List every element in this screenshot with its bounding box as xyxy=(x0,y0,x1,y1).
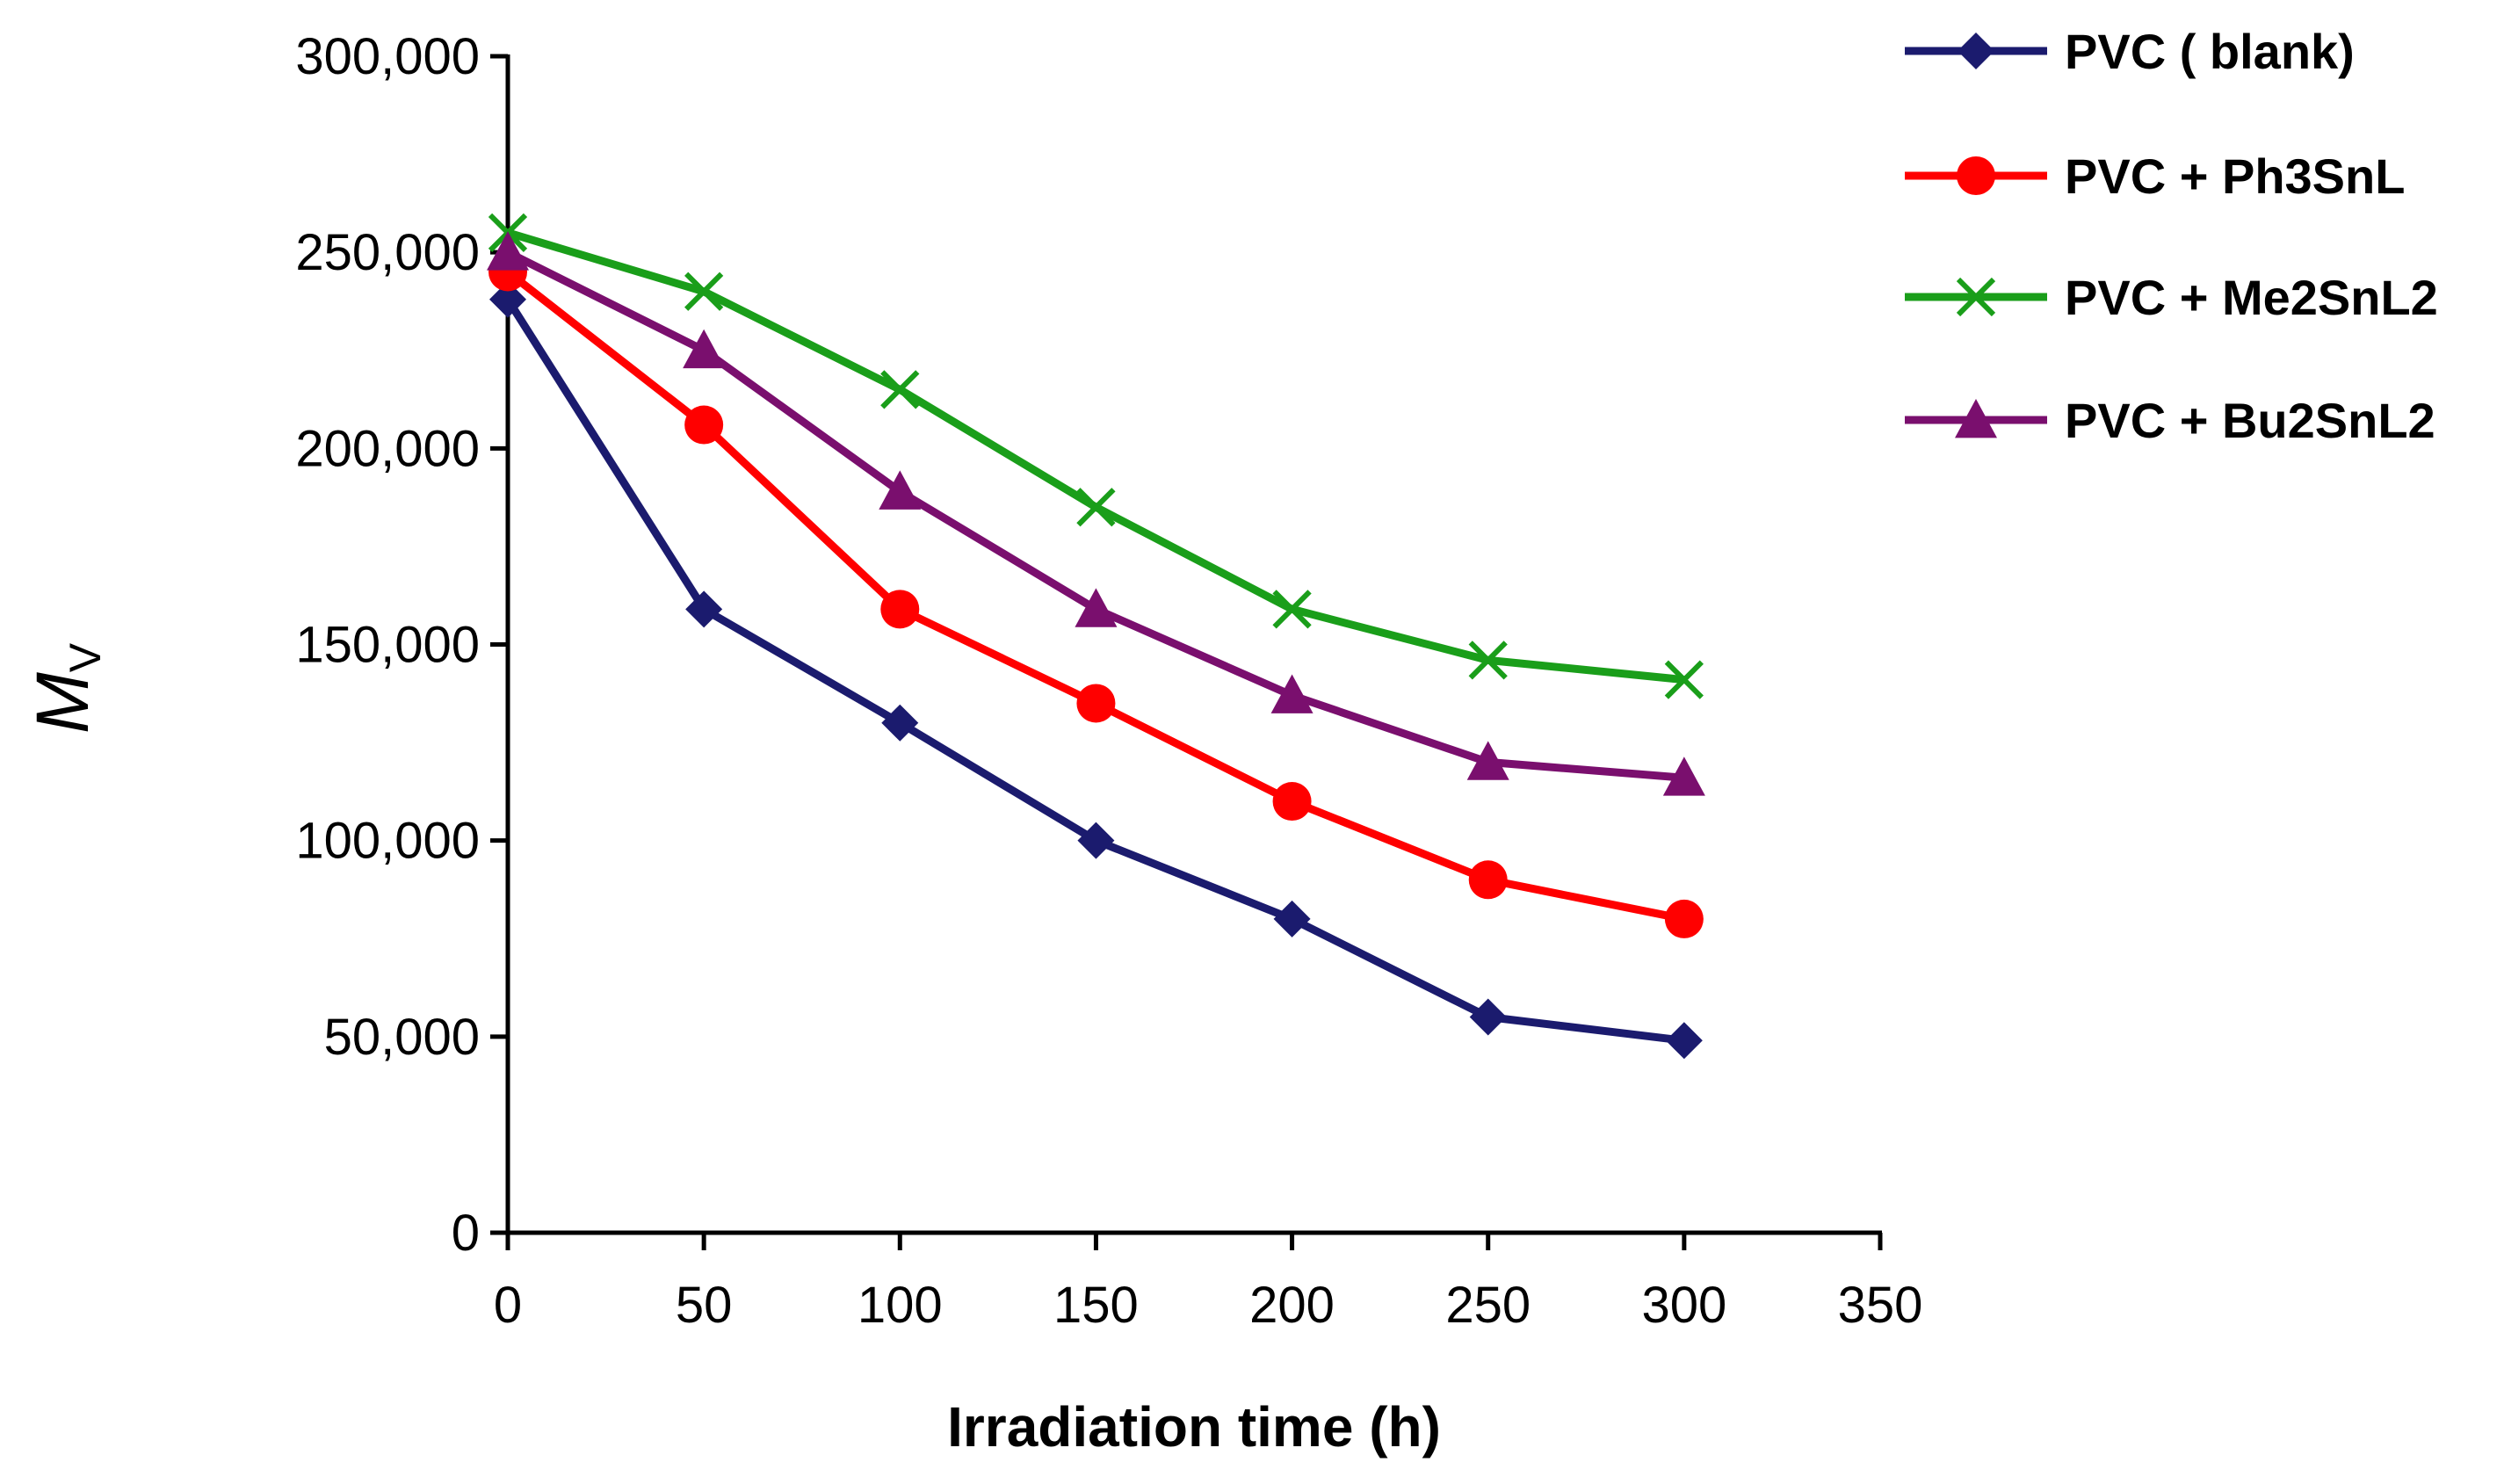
data-point xyxy=(880,370,920,409)
data-point xyxy=(1272,782,1312,822)
y-axis-title-main: M xyxy=(21,672,104,734)
x-tick-label: 0 xyxy=(494,1277,522,1334)
x-tick-label: 200 xyxy=(1249,1277,1335,1334)
data-point xyxy=(685,590,723,628)
data-point xyxy=(1468,860,1508,900)
axes xyxy=(505,54,1882,1235)
y-tick-label: 150,000 xyxy=(295,617,480,674)
data-point xyxy=(489,280,526,318)
data-point xyxy=(1077,822,1115,859)
x-tick-label: 250 xyxy=(1445,1277,1531,1334)
legend-item: PVC + Ph3SnL xyxy=(1905,148,2405,204)
x-tick-label: 150 xyxy=(1053,1277,1139,1334)
data-point xyxy=(879,470,922,510)
data-series xyxy=(487,213,1705,1060)
data-point xyxy=(1468,641,1508,680)
legend-label: PVC + Me2SnL2 xyxy=(2065,270,2438,325)
legend-item: PVC ( blank) xyxy=(1905,24,2355,79)
x-axis-title: Irradiation time (h) xyxy=(947,1395,1441,1459)
data-point xyxy=(1662,756,1705,796)
y-tick-label: 100,000 xyxy=(295,813,480,870)
data-point xyxy=(1469,998,1507,1036)
data-point xyxy=(1466,741,1509,780)
series-4 xyxy=(487,231,1705,796)
legend-label: PVC + Bu2SnL2 xyxy=(2065,393,2435,448)
data-point xyxy=(1273,900,1311,937)
series-1 xyxy=(489,280,1703,1060)
y-tick-label: 0 xyxy=(452,1205,480,1262)
legend-item: PVC + Me2SnL2 xyxy=(1905,270,2438,325)
series-2 xyxy=(488,252,1704,938)
x-tick-label: 50 xyxy=(676,1277,733,1334)
data-point xyxy=(684,405,724,445)
series-3 xyxy=(488,213,1704,699)
data-point xyxy=(1272,590,1312,629)
data-point xyxy=(881,704,919,742)
y-tick-label: 200,000 xyxy=(295,420,480,477)
y-axis-title-subscript: V xyxy=(61,642,110,672)
y-tick-label: 250,000 xyxy=(295,224,480,281)
data-point xyxy=(487,231,529,271)
data-point xyxy=(1664,660,1704,699)
data-point xyxy=(1664,899,1704,938)
data-point xyxy=(683,329,726,369)
data-point xyxy=(1270,674,1314,713)
legend-label: PVC + Ph3SnL xyxy=(2065,148,2405,204)
data-point xyxy=(880,590,920,629)
legend-marker xyxy=(1957,156,1995,195)
legend-item: PVC + Bu2SnL2 xyxy=(1905,393,2435,448)
data-point xyxy=(684,271,724,311)
legend-marker xyxy=(1956,277,1996,317)
legend: PVC ( blank) PVC + Ph3SnL PVC + Me2SnL2 PVC… xyxy=(1905,24,2438,448)
data-point xyxy=(1076,488,1116,527)
data-point xyxy=(1665,1022,1703,1060)
y-tick-label: 50,000 xyxy=(324,1009,480,1066)
legend-marker xyxy=(1958,33,1994,69)
legend-label: PVC ( blank) xyxy=(2065,24,2355,79)
x-tick-label: 350 xyxy=(1838,1277,1923,1334)
y-axis-title: MV xyxy=(21,642,110,734)
data-point xyxy=(1075,588,1118,627)
x-tick-label: 300 xyxy=(1641,1277,1726,1334)
tick-marks: 0 50,000 100,000 150,000 200,000 250,000 300,0… xyxy=(295,28,1922,1334)
x-tick-label: 100 xyxy=(858,1277,943,1334)
y-tick-label: 300,000 xyxy=(295,28,480,85)
data-point xyxy=(1076,684,1116,723)
legend-marker xyxy=(1955,399,1997,438)
